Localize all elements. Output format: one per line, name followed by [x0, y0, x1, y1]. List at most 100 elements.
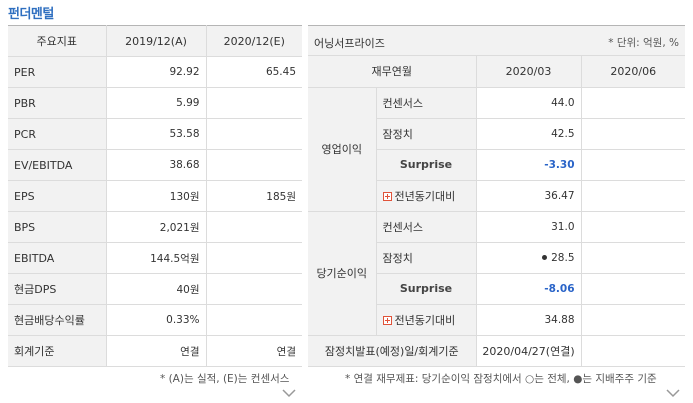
row-label: PBR: [8, 87, 106, 119]
right-footnote: * 연결 재무제표: 당기순이익 잠정치에서 ○는 전체, ●는 지배주주 기준: [345, 373, 657, 385]
table-row: EV/EBITDA 38.68: [8, 149, 302, 181]
row-label: EPS: [8, 180, 106, 212]
table-row: 당기순이익 컨센서스 31.0: [308, 211, 686, 336]
row-label: 현금DPS: [8, 273, 106, 305]
col-header: 주요지표: [8, 25, 106, 57]
estimate-value: [205, 242, 302, 274]
controlling-shareholder-dot-icon: [542, 254, 548, 260]
col-header: 2020/03: [475, 56, 582, 88]
actual-value: 연결: [105, 335, 206, 367]
announcement-date-value: 2020/04/27(연결): [475, 335, 582, 367]
value-2020-03: -3.30: [475, 149, 582, 181]
left-footnote: * (A)는 실적, (E)는 컨센서스: [160, 373, 290, 385]
actual-value: 0.33%: [105, 304, 206, 336]
row-label-yoy[interactable]: 전년동기대비: [375, 304, 477, 336]
col-header: 2020/06: [580, 56, 686, 88]
value-text: 28.5: [551, 251, 575, 264]
chevron-down-icon[interactable]: [282, 386, 296, 400]
expand-plus-icon[interactable]: [382, 315, 392, 325]
unit-label: * 단위: 억원, %: [608, 37, 679, 49]
table-row: 현금DPS 40원: [8, 273, 302, 305]
estimate-value: [205, 211, 302, 243]
section-title: 펀더멘털: [8, 7, 54, 22]
group-label-net-income: 당기순이익: [308, 211, 376, 336]
table-row: EBITDA 144.5억원: [8, 242, 302, 274]
table-row: Surprise -8.06: [308, 273, 686, 305]
value-2020-03: -8.06: [475, 273, 582, 305]
panel-header: 어닝서프라이즈 * 단위: 억원, %: [308, 25, 685, 56]
value-2020-06: [580, 87, 686, 119]
chevron-down-icon[interactable]: [666, 386, 680, 400]
earnings-surprise-table: 재무연월 2020/03 2020/06 영업이익 컨센서스 44.0 잠정치 …: [308, 56, 686, 367]
value-2020-06: [580, 180, 686, 212]
value-2020-03: 36.47: [475, 180, 582, 212]
value-2020-03: 34.88: [475, 304, 582, 336]
table-row: 잠정치발표(예정)일/회계기준 2020/04/27(연결): [308, 335, 686, 367]
table-row: PCR 53.58: [8, 118, 302, 150]
table-row: 현금배당수익률 0.33%: [8, 304, 302, 336]
actual-value: 40원: [105, 273, 206, 305]
table-row: 잠정치 42.5: [308, 118, 686, 150]
row-label: 전년동기대비: [394, 313, 456, 327]
col-header: 2020/12(E): [205, 25, 302, 57]
value-2020-06: [580, 242, 686, 274]
panel-title: 어닝서프라이즈: [314, 37, 385, 50]
actual-value: 2,021원: [105, 211, 206, 243]
value-2020-06: [580, 149, 686, 181]
table-header-row: 재무연월 2020/03 2020/06: [308, 56, 686, 88]
estimate-value: [205, 149, 302, 181]
table-row: EPS 130원 185원: [8, 180, 302, 212]
row-label: EV/EBITDA: [8, 149, 106, 181]
row-label-yoy[interactable]: 전년동기대비: [375, 180, 477, 212]
value-2020-03: 31.0: [475, 211, 582, 243]
estimate-value: [205, 118, 302, 150]
row-label: PCR: [8, 118, 106, 150]
row-label: 회계기준: [8, 335, 106, 367]
value-2020-06: [580, 118, 686, 150]
value-2020-03: 42.5: [475, 118, 582, 150]
announcement-date-label: 잠정치발표(예정)일/회계기준: [308, 335, 477, 367]
row-label: 잠정치: [375, 242, 477, 274]
value-2020-06: [580, 304, 686, 336]
table-header-row: 주요지표 2019/12(A) 2020/12(E): [8, 25, 302, 57]
expand-plus-icon[interactable]: [382, 191, 392, 201]
table-row: 전년동기대비 34.88: [308, 304, 686, 336]
key-indicators-table: 주요지표 2019/12(A) 2020/12(E) PER 92.92 65.45…: [8, 25, 302, 367]
row-label: PER: [8, 56, 106, 88]
earnings-surprise-panel: 어닝서프라이즈 * 단위: 억원, % 재무연월 2020/03 2020/06…: [308, 25, 686, 367]
value-2020-06: [580, 211, 686, 243]
row-label: 컨센서스: [375, 87, 477, 119]
table-row: 전년동기대비 36.47: [308, 180, 686, 212]
group-label-operating-profit: 영업이익: [308, 87, 376, 212]
table-row: BPS 2,021원: [8, 211, 302, 243]
row-label: 전년동기대비: [394, 189, 456, 203]
table-row: 잠정치 28.5: [308, 242, 686, 274]
announcement-date-empty: [580, 335, 686, 367]
actual-value: 38.68: [105, 149, 206, 181]
actual-value: 130원: [105, 180, 206, 212]
value-2020-03: 28.5: [475, 242, 582, 274]
row-label: 컨센서스: [375, 211, 477, 243]
actual-value: 144.5억원: [105, 242, 206, 274]
table-row: 영업이익 컨센서스 44.0: [308, 87, 686, 212]
table-row: PER 92.92 65.45: [8, 56, 302, 88]
estimate-value: [205, 304, 302, 336]
actual-value: 92.92: [105, 56, 206, 88]
col-header: 2019/12(A): [105, 25, 206, 57]
row-label: EBITDA: [8, 242, 106, 274]
row-label: 잠정치: [375, 118, 477, 150]
estimate-value: 65.45: [205, 56, 302, 88]
row-label: 현금배당수익률: [8, 304, 106, 336]
value-2020-03: 44.0: [475, 87, 582, 119]
table-row: PBR 5.99: [8, 87, 302, 119]
row-label-surprise: Surprise: [375, 273, 477, 305]
row-label: BPS: [8, 211, 106, 243]
value-2020-06: [580, 273, 686, 305]
table-row: Surprise -3.30: [308, 149, 686, 181]
estimate-value: 연결: [205, 335, 302, 367]
table-row: 회계기준 연결 연결: [8, 335, 302, 367]
row-label-surprise: Surprise: [375, 149, 477, 181]
actual-value: 5.99: [105, 87, 206, 119]
estimate-value: 185원: [205, 180, 302, 212]
estimate-value: [205, 87, 302, 119]
